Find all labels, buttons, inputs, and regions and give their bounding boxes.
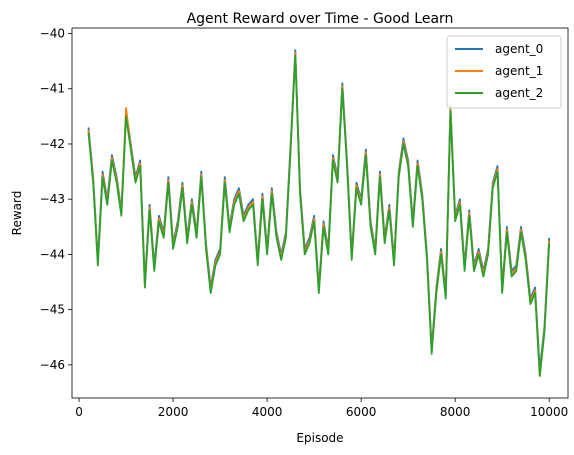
- legend-box: [446, 35, 562, 109]
- x-axis: 0 2000 4000 6000 8000 10000: [75, 398, 568, 419]
- legend: agent_0 agent_1 agent_2: [446, 35, 562, 109]
- y-tick-label: −41: [40, 82, 65, 96]
- y-tick-label: −44: [40, 247, 65, 261]
- x-tick-label: 4000: [252, 405, 283, 419]
- x-tick-label: 6000: [346, 405, 377, 419]
- x-tick-label: 2000: [158, 405, 189, 419]
- y-tick-label: −46: [40, 358, 65, 372]
- y-axis-label: Reward: [10, 191, 24, 236]
- y-axis: −46 −45 −44 −43 −42 −41 −40: [40, 27, 72, 372]
- legend-label-agent_1: agent_1: [495, 64, 543, 78]
- y-tick-label: −42: [40, 137, 65, 151]
- legend-label-agent_2: agent_2: [495, 86, 543, 100]
- x-tick-label: 10000: [530, 405, 568, 419]
- x-axis-label: Episode: [296, 431, 343, 445]
- series-line-agent_2: [87, 54, 551, 377]
- plot-frame: [71, 27, 569, 399]
- y-tick-label: −45: [40, 303, 65, 317]
- x-tick-label: 8000: [440, 405, 471, 419]
- legend-label-agent_0: agent_0: [495, 42, 543, 56]
- y-tick-label: −43: [40, 192, 65, 206]
- x-tick-label: 0: [75, 405, 83, 419]
- y-tick-label: −40: [40, 27, 65, 41]
- series-layer: [87, 49, 551, 377]
- chart-title: Agent Reward over Time - Good Learn: [187, 11, 454, 27]
